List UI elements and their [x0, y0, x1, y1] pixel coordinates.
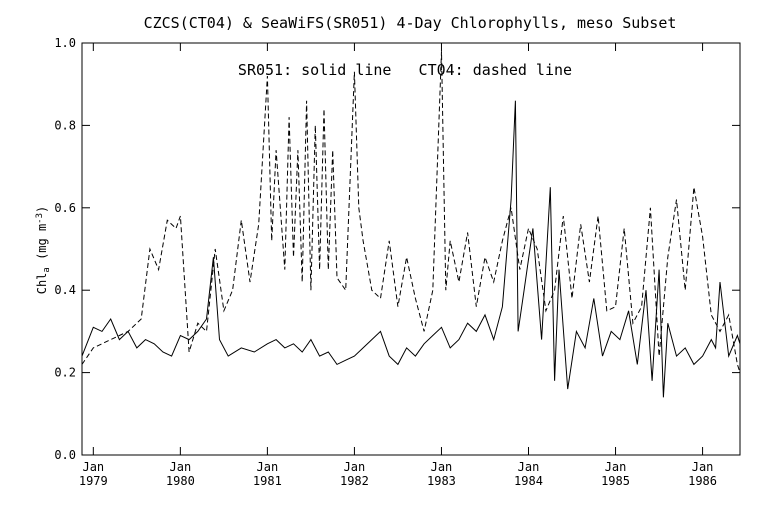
- x-tick-year: 1979: [79, 474, 108, 488]
- x-tick-month: Jan: [170, 460, 192, 474]
- y-tick-label: 0.6: [54, 201, 76, 215]
- x-axis: Jan1979Jan1980Jan1981Jan1982Jan1983Jan19…: [79, 43, 717, 488]
- x-tick-month: Jan: [344, 460, 366, 474]
- x-tick-month: Jan: [605, 460, 627, 474]
- x-tick-year: 1982: [340, 474, 369, 488]
- y-tick-label: 0.8: [54, 118, 76, 132]
- x-tick-year: 1984: [514, 474, 543, 488]
- x-tick-month: Jan: [82, 460, 104, 474]
- x-tick-month: Jan: [257, 460, 279, 474]
- x-tick-year: 1980: [166, 474, 195, 488]
- series-line-ct04: [81, 51, 741, 373]
- x-tick-month: Jan: [518, 460, 540, 474]
- plot-frame: [81, 42, 741, 456]
- y-tick-label: 0.0: [54, 448, 76, 462]
- x-tick-year: 1981: [253, 474, 282, 488]
- x-tick-year: 1983: [427, 474, 456, 488]
- plot-lines: [81, 51, 741, 398]
- y-tick-label: 0.4: [54, 283, 76, 297]
- x-tick-month: Jan: [692, 460, 714, 474]
- chart-title: CZCS(CT04) & SeaWiFS(SR051) 4-Day Chloro…: [144, 14, 677, 32]
- y-tick-label: 1.0: [54, 36, 76, 50]
- y-axis: 0.0 0.2 0.4 0.6 0.8 1.0: [54, 36, 740, 462]
- x-tick-year: 1986: [688, 474, 717, 488]
- y-tick-label: 0.2: [54, 366, 76, 380]
- y-axis-label: Chla (mg m-3): [35, 206, 52, 295]
- x-tick-month: Jan: [431, 460, 453, 474]
- x-tick-year: 1985: [601, 474, 630, 488]
- series-annotation: SR051: solid line CT04: dashed line: [238, 61, 572, 79]
- series-line-sr051: [81, 100, 741, 398]
